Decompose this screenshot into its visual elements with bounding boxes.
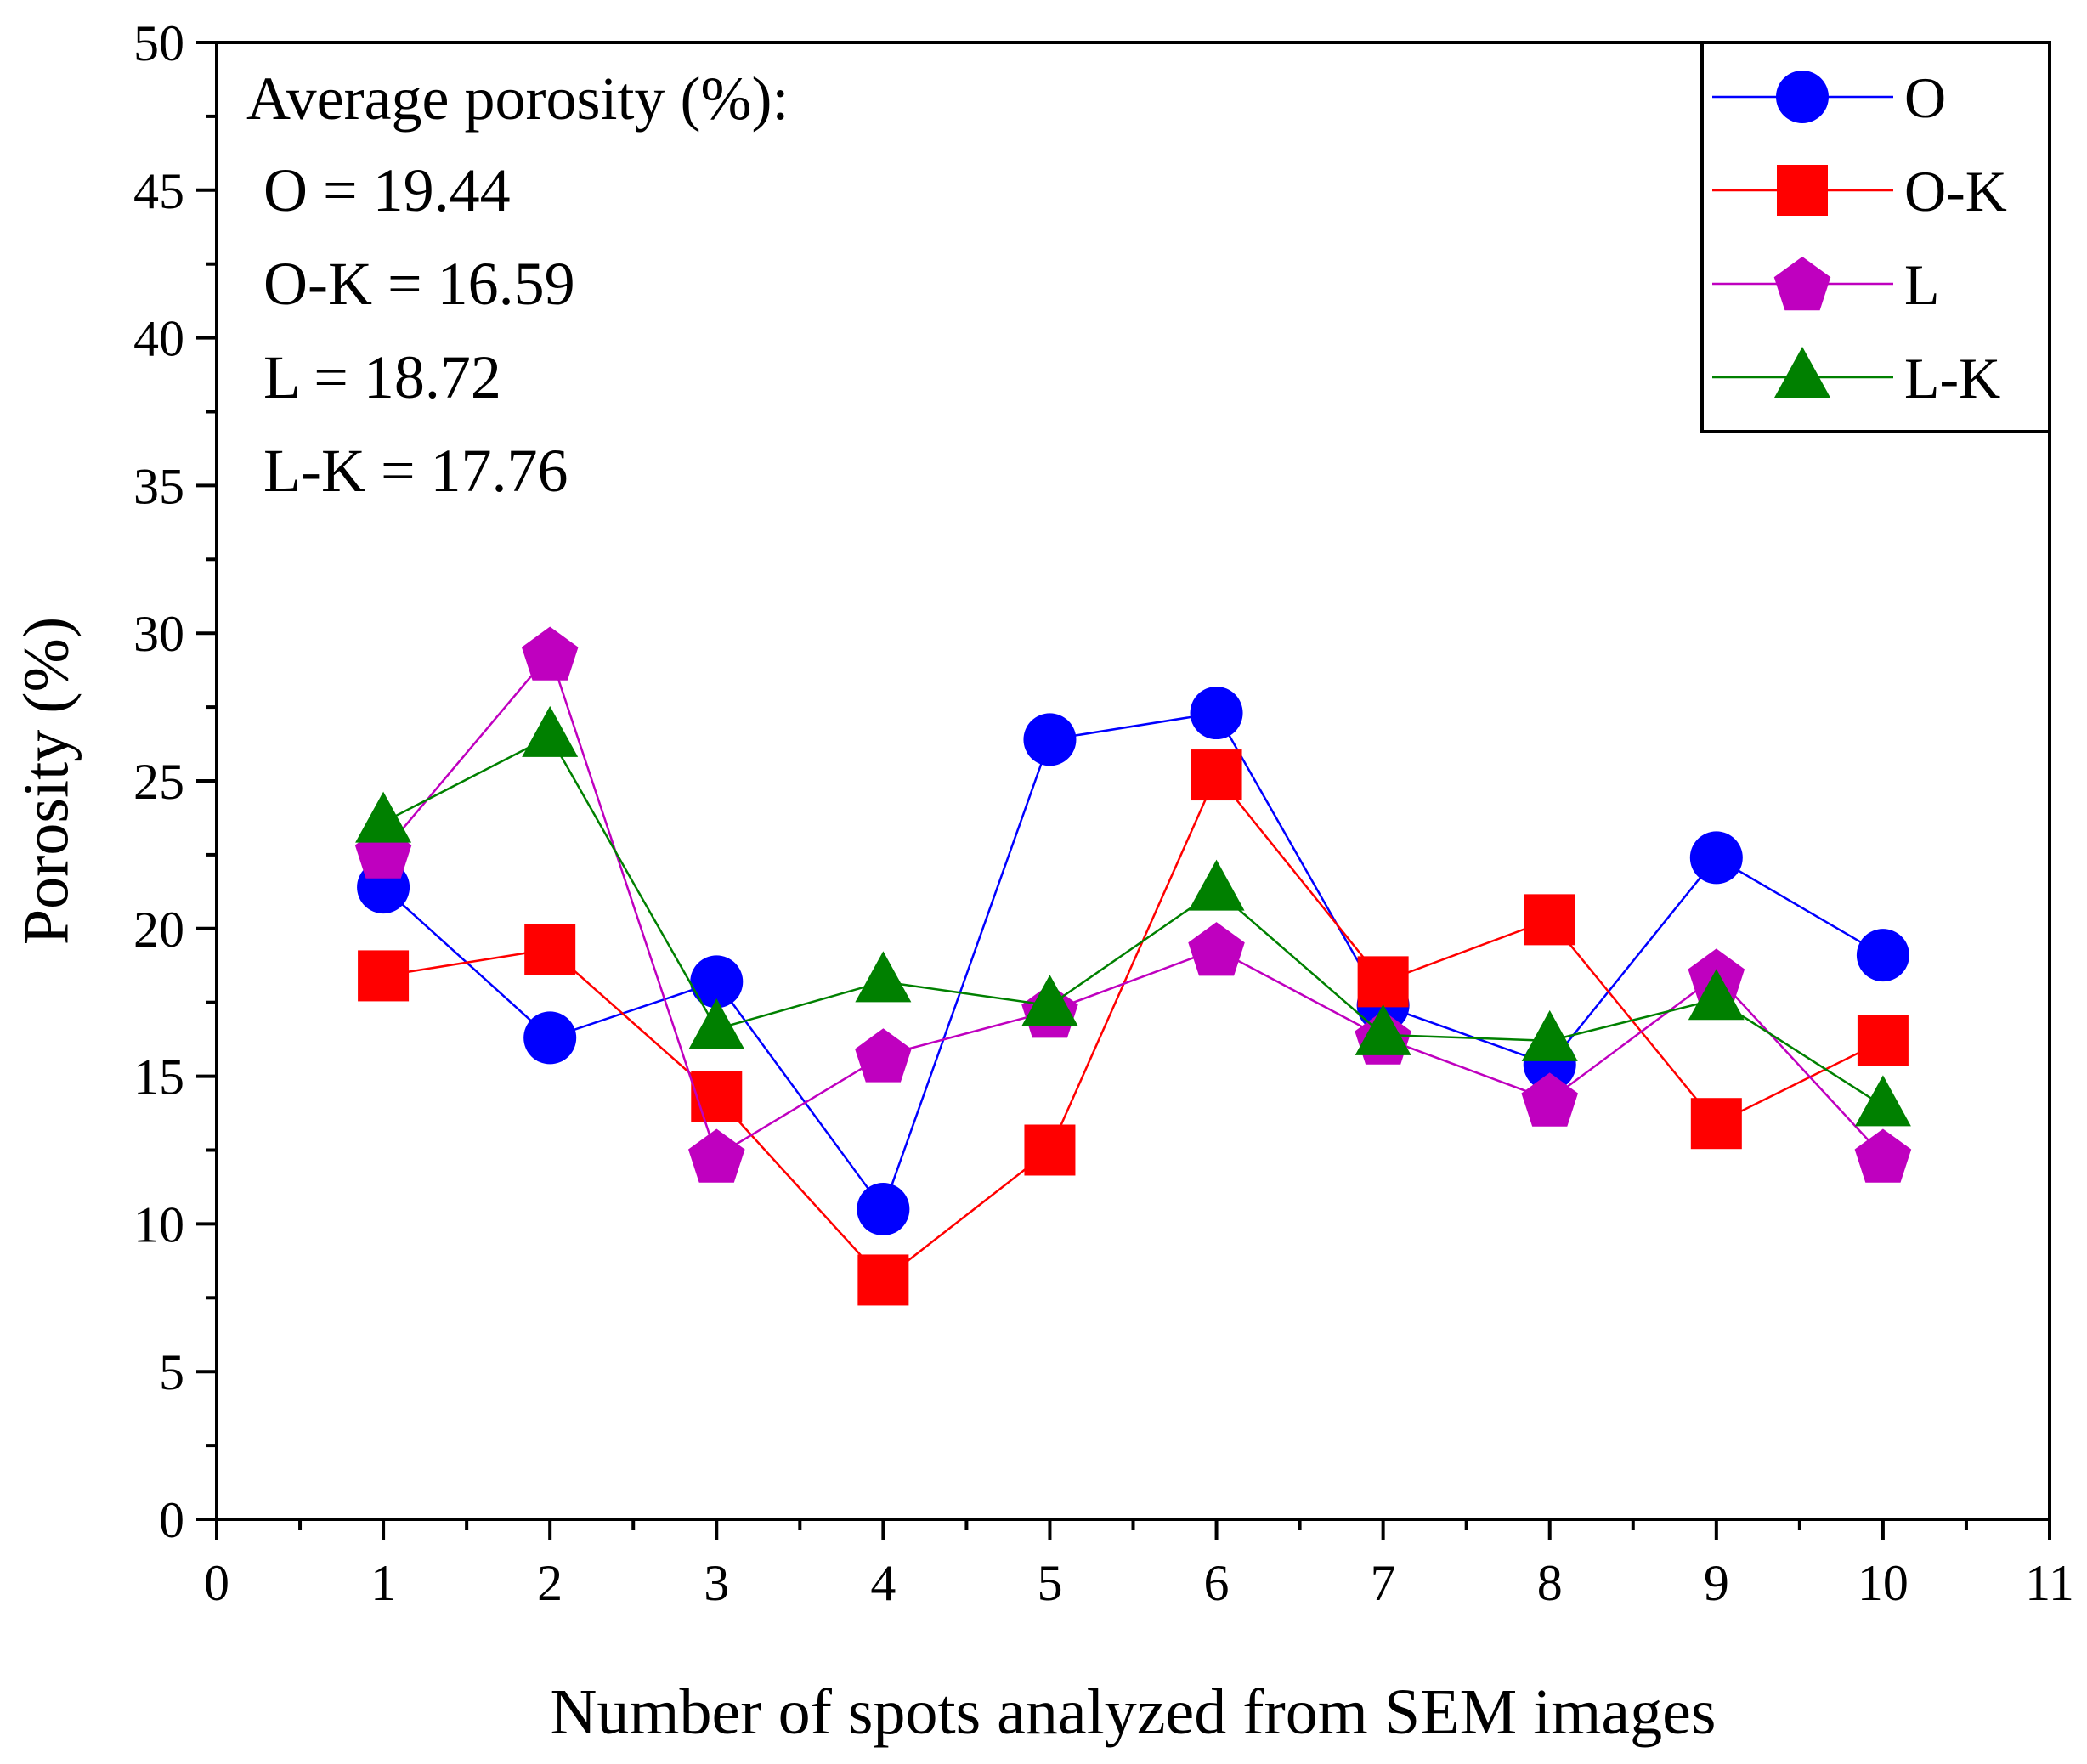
data-point-l-k: [522, 705, 579, 757]
data-point-l-k: [1021, 975, 1078, 1026]
data-point-l: [1188, 922, 1245, 976]
y-tick-label: 50: [133, 15, 184, 71]
x-tick-label: 10: [1858, 1555, 1909, 1611]
series-line-o: [382, 711, 1884, 1212]
y-tick-label: 20: [133, 902, 184, 958]
x-tick-label: 4: [870, 1555, 896, 1611]
x-tick-label: 3: [704, 1555, 729, 1611]
annotation-line: L-K = 17.76: [263, 437, 568, 505]
x-axis-title: Number of spots analyzed from SEM images: [551, 1676, 1717, 1748]
annotation-line: L = 18.72: [263, 343, 501, 411]
legend-label-o-k: O-K: [1904, 159, 2007, 223]
x-tick-label: 5: [1037, 1555, 1062, 1611]
legend-marker-o-k: [1777, 165, 1828, 216]
y-tick-label: 0: [159, 1492, 184, 1548]
annotation-line: Average porosity (%):: [246, 65, 789, 133]
data-point-o-k: [1024, 1124, 1076, 1176]
y-tick-label: 45: [133, 163, 184, 219]
data-point-o-k: [1857, 1015, 1909, 1066]
x-tick-label: 2: [537, 1555, 563, 1611]
legend-label-l-k: L-K: [1904, 346, 2000, 410]
data-point-l-k: [1355, 1004, 1411, 1055]
data-point-o-k: [524, 924, 576, 975]
series-o-k: [358, 749, 1909, 1306]
data-point-o: [690, 955, 744, 1009]
legend-box: [1700, 41, 2051, 433]
data-point-o: [1190, 687, 1243, 740]
data-point-o-k: [1690, 1098, 1742, 1150]
y-tick-label: 40: [133, 311, 184, 367]
data-point-l: [1854, 1128, 1912, 1183]
y-axis-title: Porosity (%): [10, 617, 82, 945]
data-point-o-k: [691, 1071, 743, 1122]
legend-marker-l: [1773, 257, 1831, 311]
legend-label-o: O: [1904, 65, 1946, 130]
y-tick-label: 30: [133, 606, 184, 662]
y-tick-label: 5: [159, 1344, 184, 1400]
series-line-l: [382, 651, 1884, 1158]
data-point-o: [1689, 831, 1743, 885]
data-point-o-k: [1357, 956, 1409, 1008]
series-line-l-k: [382, 735, 1884, 1107]
x-tick-label: 6: [1204, 1555, 1230, 1611]
y-tick-label: 15: [133, 1049, 184, 1105]
y-tick-label: 10: [133, 1196, 184, 1252]
x-tick-label: 8: [1537, 1555, 1563, 1611]
data-point-o-k: [1524, 894, 1575, 946]
data-point-o: [523, 1011, 577, 1065]
x-tick-label: 0: [204, 1555, 229, 1611]
data-point-o: [1023, 713, 1077, 766]
data-point-l-k: [1688, 969, 1745, 1021]
data-point-l: [688, 1128, 745, 1183]
legend-marker-l-k: [1774, 347, 1830, 398]
x-tick-label: 1: [370, 1555, 396, 1611]
x-tick-label: 7: [1371, 1555, 1396, 1611]
data-point-o-k: [857, 1254, 909, 1306]
data-point-o: [857, 1183, 910, 1236]
data-point-l: [1521, 1072, 1578, 1127]
y-tick-label: 35: [133, 458, 184, 514]
y-tick-label: 25: [133, 754, 184, 810]
annotation-line: O-K = 16.59: [263, 250, 575, 318]
data-point-l-k: [355, 791, 412, 843]
data-point-l-k: [1188, 859, 1245, 911]
series-line-o-k: [382, 772, 1884, 1282]
x-tick-label: 9: [1704, 1555, 1729, 1611]
average-porosity-annotation: Average porosity (%): O = 19.44 O-K = 16.5…: [246, 65, 789, 505]
data-point-l: [521, 626, 579, 681]
data-marks: [354, 626, 1912, 1306]
data-point-l-k: [1521, 1009, 1578, 1061]
x-tick-label: 11: [2025, 1555, 2074, 1611]
data-point-l-k: [1854, 1075, 1911, 1127]
annotation-line: O = 19.44: [263, 156, 511, 224]
data-point-l-k: [688, 998, 745, 1049]
data-point-o: [1856, 929, 1909, 982]
data-point-l: [855, 1028, 912, 1083]
legend: O O-K L L-K: [1700, 41, 2051, 433]
series-l-k: [355, 705, 1911, 1127]
data-point-o-k: [1191, 749, 1242, 801]
data-point-l-k: [855, 951, 912, 1003]
legend-label-l: L: [1904, 252, 1940, 317]
legend-marker-o: [1776, 71, 1829, 123]
data-point-o-k: [358, 950, 410, 1002]
